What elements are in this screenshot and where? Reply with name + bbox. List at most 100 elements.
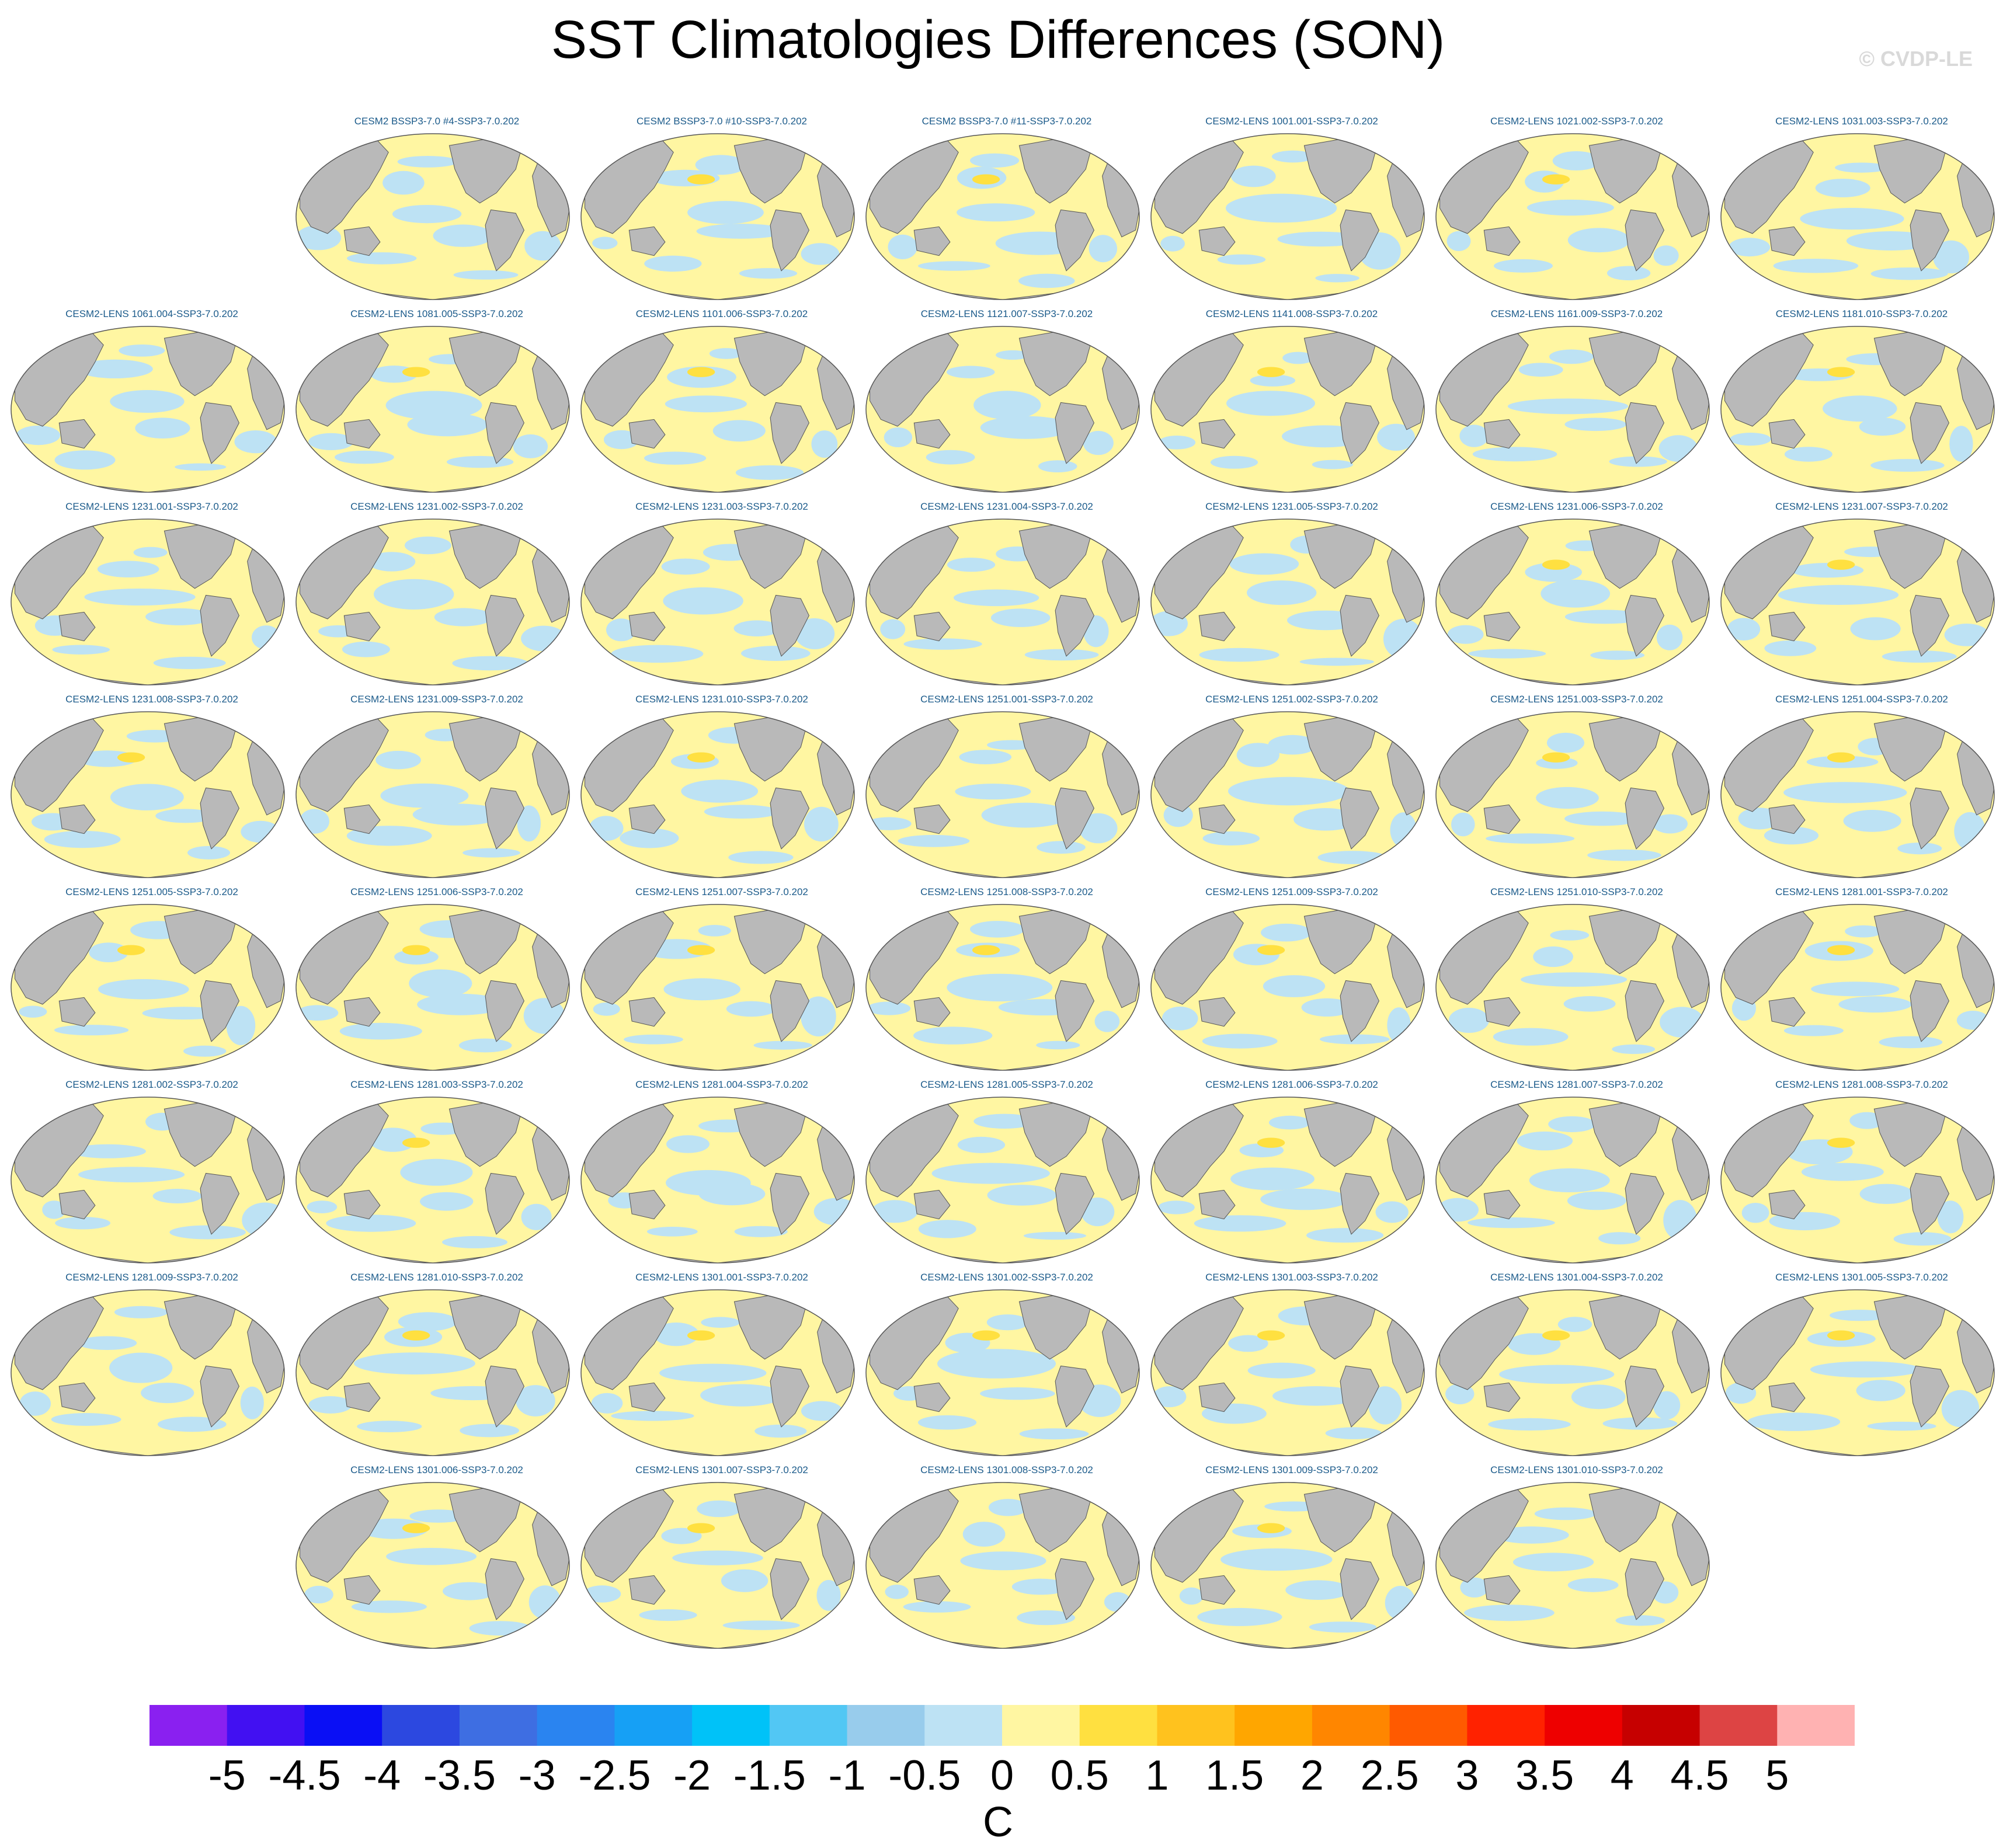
sst-difference-map <box>865 904 1140 1071</box>
warm-anomaly-region <box>1542 559 1570 570</box>
panel-title: CESM2-LENS 1281.009-SSP3-7.0.202 <box>65 1272 238 1283</box>
panel-title: CESM2-LENS 1231.001-SSP3-7.0.202 <box>65 501 238 512</box>
cool-anomaly-region <box>644 255 702 272</box>
cool-anomaly-region <box>52 645 110 655</box>
map-panel: CESM2-LENS 1231.010-SSP3-7.0.202 <box>579 694 864 886</box>
cool-anomaly-region <box>375 750 421 770</box>
landmass <box>1055 209 1094 272</box>
map-panel: CESM2-LENS 1231.006-SSP3-7.0.202 <box>1434 501 1719 694</box>
cool-anomaly-region <box>433 224 493 247</box>
map-panel: CESM2-LENS 1021.002-SSP3-7.0.202 <box>1434 116 1719 308</box>
map-panel: CESM2-LENS 1231.009-SSP3-7.0.202 <box>294 694 579 886</box>
map-border <box>295 904 570 1071</box>
landmass <box>485 594 524 657</box>
sst-difference-map <box>865 1097 1140 1264</box>
sst-difference-map <box>1435 326 1710 493</box>
cool-anomaly-region <box>187 845 230 859</box>
cool-anomaly-region <box>1741 1203 1769 1223</box>
cool-anomaly-region <box>1859 417 1906 436</box>
sst-difference-map <box>580 711 855 878</box>
cool-anomaly-region <box>1271 150 1314 163</box>
cool-anomaly-region <box>871 1200 918 1223</box>
sst-difference-map <box>1150 1289 1425 1456</box>
cool-anomaly-region <box>434 608 493 627</box>
map-border <box>865 904 1140 1071</box>
landmass <box>200 402 239 464</box>
cool-anomaly-region <box>1309 1621 1377 1633</box>
cool-anomaly-region <box>735 465 804 480</box>
landmass <box>200 980 239 1042</box>
map-panel: CESM2-LENS 1281.003-SSP3-7.0.202 <box>294 1079 579 1272</box>
landmass <box>1055 1558 1094 1620</box>
landmass <box>200 594 239 657</box>
cool-anomaly-region <box>153 656 226 669</box>
cool-anomaly-region <box>1843 810 1901 832</box>
cool-anomaly-region <box>1893 1232 1952 1246</box>
landmass <box>58 1189 96 1220</box>
map-border <box>295 1097 570 1264</box>
cool-anomaly-region <box>1312 460 1353 469</box>
landmass <box>58 997 96 1027</box>
landmass <box>343 226 381 256</box>
cool-anomaly-region <box>898 834 970 847</box>
landmass <box>1340 209 1379 272</box>
cool-anomaly-region <box>970 921 1025 938</box>
panel-title: CESM2-LENS 1281.001-SSP3-7.0.202 <box>1775 886 1948 897</box>
warm-anomaly-region <box>687 752 715 763</box>
cool-anomaly-region <box>1319 1034 1390 1045</box>
cool-anomaly-region <box>516 1385 555 1417</box>
cool-anomaly-region <box>644 451 707 465</box>
cool-anomaly-region <box>955 784 1031 800</box>
landmass <box>1910 787 1949 850</box>
cool-anomaly-region <box>77 1336 137 1350</box>
landmass <box>1055 787 1094 850</box>
cool-anomaly-region <box>1801 1163 1884 1181</box>
landmass <box>1340 1558 1379 1620</box>
cool-anomaly-region <box>1024 649 1099 661</box>
warm-anomaly-region <box>1542 1330 1570 1341</box>
map-border <box>580 133 855 300</box>
landmass <box>200 1365 239 1428</box>
map-panel: CESM2-LENS 1281.010-SSP3-7.0.202 <box>294 1272 579 1464</box>
sst-difference-map <box>865 133 1140 300</box>
panel-title: CESM2-LENS 1251.005-SSP3-7.0.202 <box>65 886 238 897</box>
cool-anomaly-region <box>1549 349 1594 364</box>
colorbar-tick: -1 <box>828 1752 866 1799</box>
cool-anomaly-region <box>1163 803 1193 827</box>
map-panel: CESM2 BSSP3-7.0 #4-SSP3-7.0.202 <box>294 116 579 308</box>
cool-anomaly-region <box>913 1026 993 1045</box>
sst-difference-map <box>865 518 1140 685</box>
map-panel: CESM2-LENS 1301.009-SSP3-7.0.202 <box>1149 1464 1434 1657</box>
map-border <box>1150 904 1425 1071</box>
map-panel: CESM2-LENS 1121.007-SSP3-7.0.202 <box>864 308 1149 501</box>
cool-anomaly-region <box>681 779 759 803</box>
cool-anomaly-region <box>1390 812 1417 848</box>
cool-anomaly-region <box>1202 1033 1278 1049</box>
cool-anomaly-region <box>1747 1412 1841 1431</box>
cool-anomaly-region <box>299 809 329 834</box>
landmass <box>913 226 951 256</box>
warm-anomaly-region <box>1827 367 1855 377</box>
panel-title: CESM2-LENS 1181.010-SSP3-7.0.202 <box>1775 308 1948 319</box>
map-panel: CESM2-LENS 1281.008-SSP3-7.0.202 <box>1719 1079 1996 1272</box>
cool-anomaly-region <box>392 205 462 224</box>
cool-anomaly-region <box>1507 398 1629 415</box>
landmass <box>913 1575 951 1605</box>
cool-anomaly-region <box>135 417 190 438</box>
map-border <box>11 1097 285 1264</box>
cool-anomaly-region <box>1550 930 1590 941</box>
map-panel: CESM2-LENS 1251.007-SSP3-7.0.202 <box>579 886 864 1079</box>
landmass <box>1340 594 1379 657</box>
map-border <box>11 518 285 685</box>
map-border <box>580 1097 855 1264</box>
landmass <box>1055 594 1094 657</box>
warm-anomaly-region <box>402 945 430 955</box>
map-border <box>865 133 1140 300</box>
cool-anomaly-region <box>417 993 505 1015</box>
cool-anomaly-region <box>443 1582 496 1600</box>
sst-difference-map <box>11 904 285 1071</box>
landmass <box>1910 594 1949 657</box>
cool-anomaly-region <box>1949 426 1973 462</box>
cool-anomaly-region <box>1299 657 1374 666</box>
cool-anomaly-region <box>611 1411 694 1421</box>
